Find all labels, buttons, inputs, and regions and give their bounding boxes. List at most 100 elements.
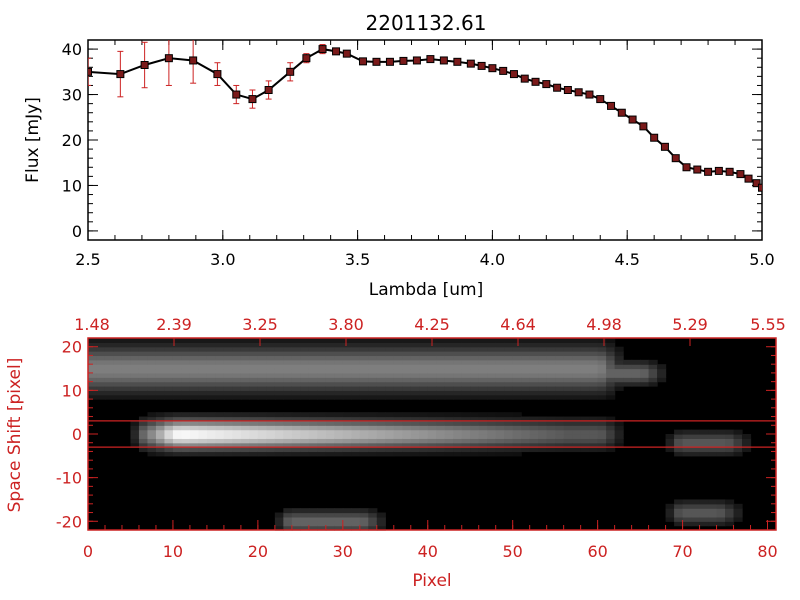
top-tick-label: 4.64 (500, 315, 536, 334)
image-cell (283, 394, 293, 400)
image-cell (419, 416, 429, 422)
x-tick-label: 0 (83, 542, 93, 561)
image-cell (189, 364, 200, 370)
image-cell (376, 434, 386, 439)
image-cell (504, 434, 514, 439)
image-cell (538, 429, 548, 435)
image-cell (470, 364, 480, 370)
image-cell (470, 412, 480, 418)
image-cell (147, 351, 157, 357)
image-cell (291, 521, 301, 527)
bottom-y-axis-label: Space Shift [pixel] (5, 358, 25, 513)
image-cell (555, 386, 565, 391)
image-cell (614, 377, 624, 383)
image-cell (308, 338, 318, 343)
image-cell (138, 434, 149, 439)
image-cell (725, 442, 735, 448)
image-cell (113, 390, 123, 396)
data-point (372, 57, 381, 66)
image-cell (385, 342, 395, 348)
image-cell (589, 386, 599, 391)
image-cell (546, 438, 556, 444)
image-cell (342, 368, 352, 374)
image-cell (317, 338, 327, 343)
image-cell (113, 364, 123, 370)
image-cell (538, 390, 548, 396)
image-cell (342, 420, 352, 426)
image-cell (206, 351, 217, 357)
image-cell (138, 346, 149, 352)
image-cell (240, 416, 250, 422)
image-cell (410, 351, 420, 357)
image-cell (580, 368, 590, 374)
image-cell (563, 364, 573, 370)
image-cell (487, 377, 497, 383)
image-cell (138, 390, 149, 396)
image-cell (198, 377, 208, 383)
image-cell (240, 359, 250, 365)
image-cell (546, 381, 556, 387)
image-cell (283, 351, 293, 357)
image-cell (640, 377, 650, 383)
image-cell (215, 381, 225, 387)
image-cell (606, 364, 616, 370)
bottom-x-axis-label: Pixel (412, 571, 451, 591)
image-cell (206, 442, 217, 448)
image-cell (342, 386, 352, 391)
image-cell (138, 386, 149, 391)
image-cell (708, 508, 718, 514)
image-cell (555, 368, 565, 374)
image-cell (342, 346, 352, 352)
top-tick-label: 2.39 (156, 315, 192, 334)
image-cell (589, 429, 599, 435)
image-cell (555, 346, 565, 352)
image-cell (240, 429, 250, 435)
data-point (509, 70, 518, 79)
image-cell (376, 342, 386, 348)
data-point (499, 66, 508, 75)
image-cell (597, 386, 607, 391)
image-cell (351, 525, 361, 531)
image-cell (444, 425, 454, 431)
image-cell (291, 342, 301, 348)
image-cell (453, 416, 463, 422)
image-cell (300, 512, 310, 518)
image-cell (317, 381, 327, 387)
image-cell (512, 359, 522, 365)
image-cell (325, 381, 335, 387)
image-cell (147, 416, 157, 422)
image-cell (351, 372, 361, 378)
image-cell (215, 355, 225, 361)
image-cell (155, 425, 166, 431)
image-cell (614, 429, 624, 435)
image-cell (291, 447, 301, 453)
image-cell (614, 355, 624, 361)
image-cell (181, 451, 191, 457)
image-cell (317, 386, 327, 391)
image-cell (470, 372, 480, 378)
image-cell (436, 351, 446, 357)
image-cell (249, 438, 259, 444)
image-cell (521, 342, 531, 348)
image-cell (453, 346, 463, 352)
image-cell (393, 442, 403, 448)
image-cell (121, 346, 132, 352)
data-point (682, 163, 691, 172)
image-cell (198, 355, 208, 361)
image-cell (266, 359, 276, 365)
image-cell (410, 434, 420, 439)
image-cell (606, 386, 616, 391)
image-cell (487, 381, 497, 387)
image-cell (172, 429, 183, 435)
image-cell (393, 416, 403, 422)
image-cell (453, 390, 463, 396)
image-cell (181, 416, 191, 422)
image-cell (266, 368, 276, 374)
image-cell (393, 429, 403, 435)
image-cell (164, 381, 174, 387)
image-cell (512, 381, 522, 387)
image-cell (453, 394, 463, 400)
image-cell (572, 447, 582, 453)
image-cell (402, 420, 412, 426)
image-cell (563, 351, 573, 357)
